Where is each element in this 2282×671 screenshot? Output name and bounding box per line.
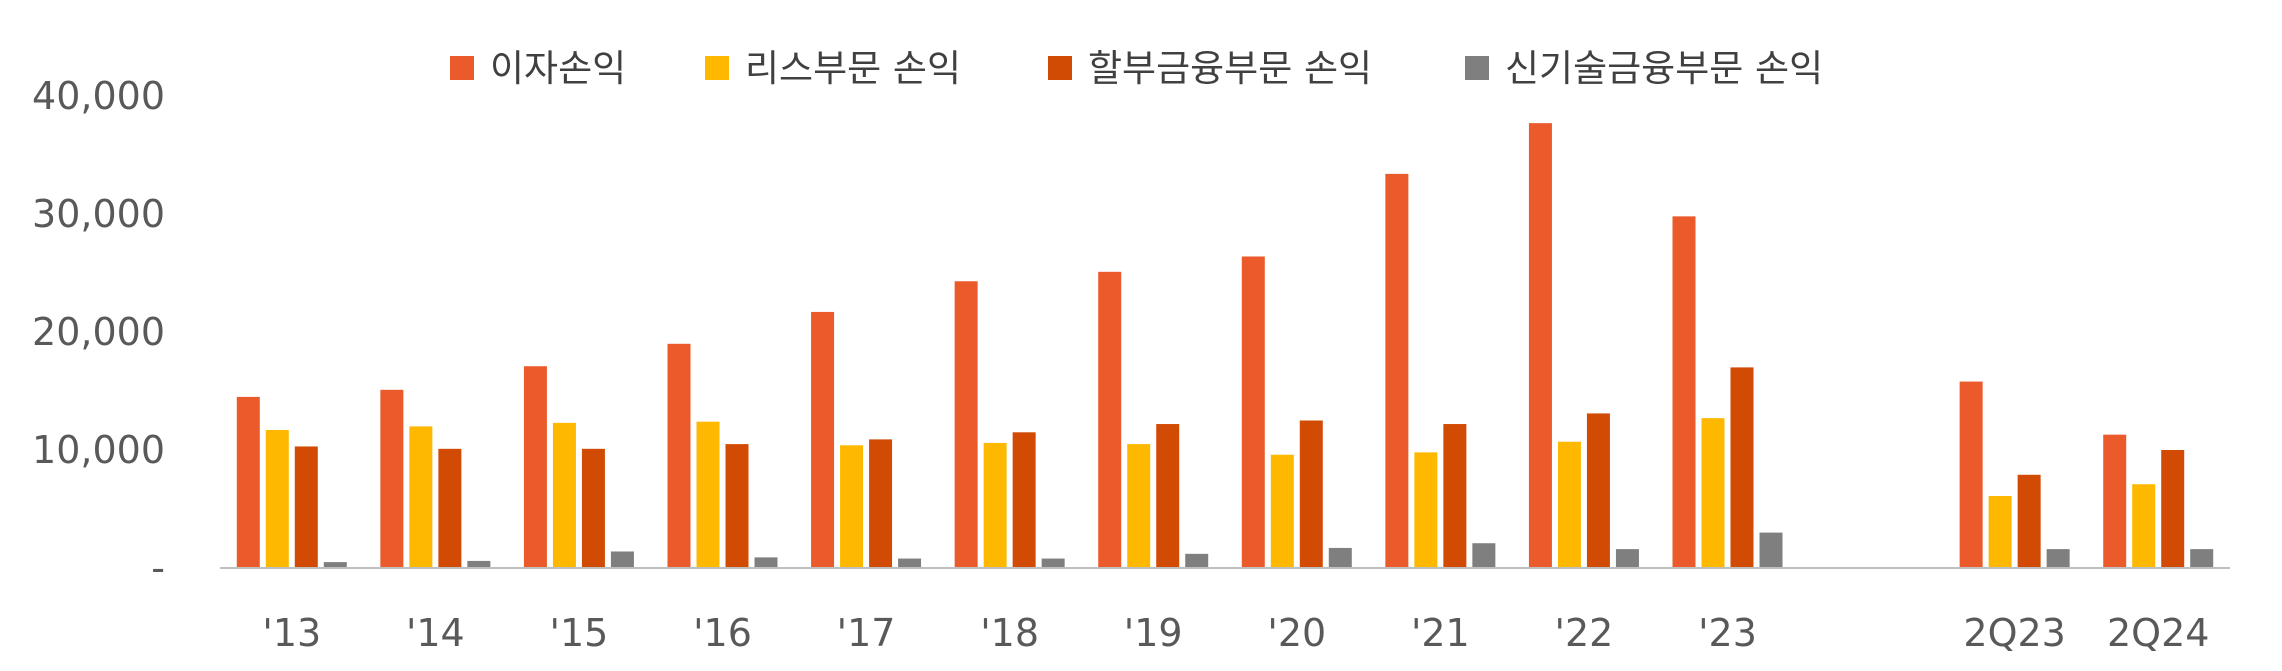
bar <box>1615 549 1639 568</box>
x-tick-label: '14 <box>406 611 465 655</box>
bar <box>2161 450 2185 568</box>
legend-swatch <box>705 56 729 80</box>
x-tick-label: '20 <box>1267 611 1326 655</box>
legend-label: 이자손익 <box>490 47 626 90</box>
bar <box>2190 549 2214 568</box>
legend-swatch <box>1048 56 1072 80</box>
bar <box>1672 216 1696 569</box>
bar <box>1185 553 1209 568</box>
legend-label: 리스부문 손익 <box>745 47 961 90</box>
bar <box>467 560 491 568</box>
x-tick-label: '13 <box>262 611 321 655</box>
bar <box>983 442 1007 568</box>
bar <box>1759 532 1783 568</box>
bar <box>1414 452 1438 568</box>
bar <box>323 562 347 568</box>
bar <box>2103 434 2127 568</box>
bar <box>2046 549 2070 568</box>
bar <box>409 426 433 568</box>
legend-label: 할부금융부문 손익 <box>1088 47 1372 90</box>
bar <box>1557 441 1581 568</box>
x-axis: '13 '14 '15 '16 '17 '18 '19 '20 '21 '22 '23 2Q23 2Q2… <box>262 611 2209 655</box>
y-tick-label: 30,000 <box>32 192 165 236</box>
x-tick-label: '19 <box>1124 611 1183 655</box>
bar <box>1443 424 1467 568</box>
bar <box>380 389 404 568</box>
bar <box>1586 413 1610 568</box>
bar <box>265 429 289 568</box>
bar <box>1385 173 1409 568</box>
x-tick-label: '23 <box>1698 611 1757 655</box>
bar <box>2132 484 2156 568</box>
bar <box>1241 256 1265 568</box>
bar <box>1988 496 2012 568</box>
y-axis: - 10,000 20,000 30,000 40,000 <box>32 74 165 590</box>
bar <box>1472 543 1496 568</box>
bar <box>438 448 462 568</box>
bar <box>2017 474 2041 568</box>
legend-label: 신기술금융부문 손익 <box>1505 47 1823 90</box>
x-tick-label: '22 <box>1555 611 1614 655</box>
y-tick-label: 10,000 <box>32 428 165 472</box>
plot-area <box>236 123 2214 569</box>
bar <box>667 343 691 568</box>
bar <box>869 439 893 568</box>
bar <box>552 422 576 568</box>
bar <box>811 311 835 568</box>
bar <box>1127 444 1151 568</box>
bar <box>1156 424 1180 568</box>
bar <box>1701 418 1725 568</box>
bar <box>954 281 978 568</box>
bar <box>1528 123 1552 568</box>
x-tick-label: '21 <box>1411 611 1470 655</box>
y-tick-label: 20,000 <box>32 310 165 354</box>
bar <box>581 448 605 568</box>
x-tick-label: '16 <box>693 611 752 655</box>
bar <box>1959 381 1983 568</box>
bar <box>1012 432 1036 568</box>
bar <box>1730 367 1754 568</box>
x-tick-label: '15 <box>550 611 609 655</box>
legend: 이자손익 리스부문 손익 할부금융부문 손익 신기술금융부문 손익 <box>450 47 1823 90</box>
bar <box>1299 420 1323 568</box>
bar <box>840 445 864 568</box>
x-tick-label: 2Q23 <box>1963 611 2065 655</box>
y-tick-label: 40,000 <box>32 74 165 118</box>
legend-swatch <box>450 56 474 80</box>
bar <box>1328 547 1352 568</box>
bar <box>1041 558 1065 568</box>
legend-swatch <box>1465 56 1489 80</box>
bar <box>725 444 749 568</box>
bar <box>610 551 634 568</box>
bar <box>696 421 720 568</box>
y-tick-label: - <box>151 546 165 590</box>
bar <box>523 366 547 568</box>
bar <box>236 396 260 568</box>
x-tick-label: 2Q24 <box>2107 611 2209 655</box>
bar <box>898 558 922 568</box>
x-tick-label: '17 <box>837 611 896 655</box>
bar <box>1098 271 1122 568</box>
x-tick-label: '18 <box>980 611 1039 655</box>
bar <box>294 446 318 568</box>
bar <box>754 557 778 568</box>
bar <box>1270 454 1294 568</box>
